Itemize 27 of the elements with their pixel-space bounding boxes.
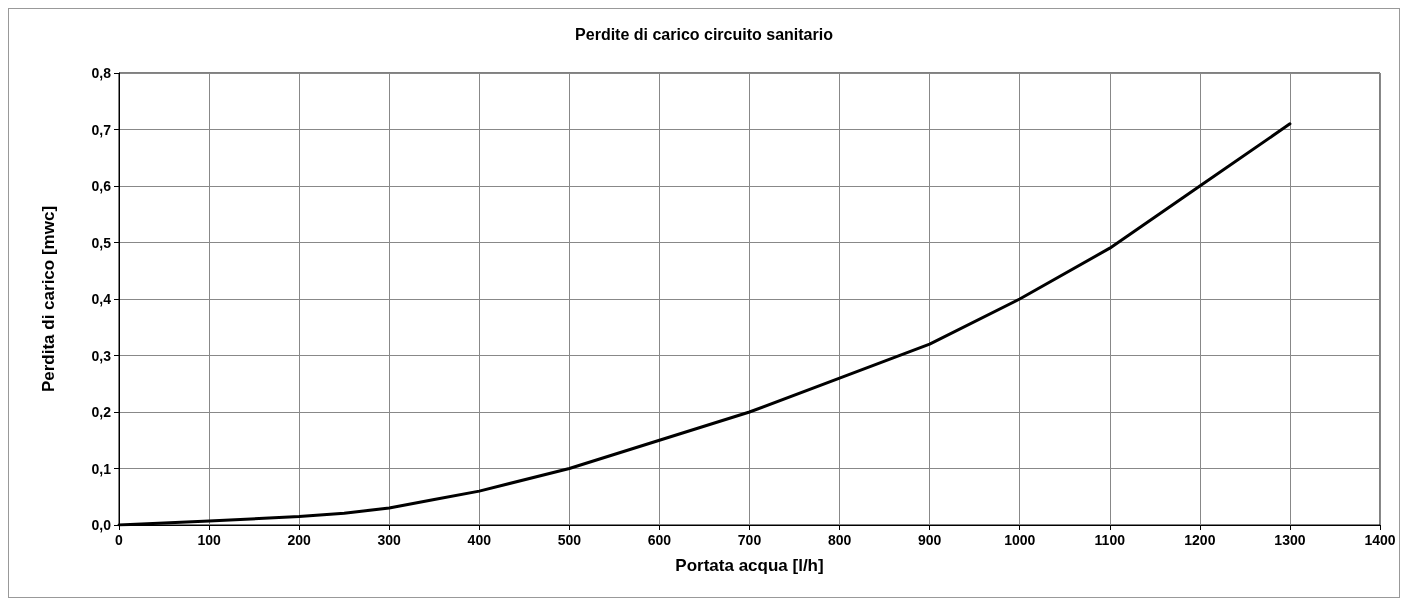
y-axis-title: Perdita di carico [mwc] bbox=[39, 205, 58, 393]
x-tick-label: 200 bbox=[287, 532, 312, 548]
x-tick-label: 1000 bbox=[1004, 532, 1036, 548]
y-tick-label: 0,3 bbox=[91, 347, 112, 364]
x-tick-label: 100 bbox=[197, 532, 221, 548]
y-tick-label: 0,4 bbox=[91, 291, 112, 307]
x-axis-title: Portata acqua [l/h] bbox=[675, 556, 824, 575]
x-tick-label: 500 bbox=[557, 532, 582, 548]
y-tick-label: 0,1 bbox=[91, 460, 112, 477]
x-tick-label: 700 bbox=[737, 532, 762, 548]
y-tick-label: 0,2 bbox=[91, 404, 112, 420]
x-tick-label: 300 bbox=[377, 532, 402, 548]
y-tick-label: 0,6 bbox=[91, 178, 112, 194]
x-tick-label: 1300 bbox=[1274, 532, 1306, 548]
y-tick-label: 0,5 bbox=[91, 234, 112, 251]
x-tick-label: 1100 bbox=[1094, 532, 1126, 548]
y-tick-label: 0,8 bbox=[91, 65, 112, 81]
y-tick-label: 0,0 bbox=[91, 517, 112, 533]
chart-title: Perdite di carico circuito sanitario bbox=[575, 25, 834, 43]
y-tick-label: 0,7 bbox=[91, 121, 112, 138]
x-tick-label: 400 bbox=[467, 532, 492, 548]
x-tick-label: 0 bbox=[115, 532, 124, 548]
x-tick-label: 800 bbox=[827, 532, 852, 548]
x-tick-label: 1400 bbox=[1364, 532, 1396, 548]
x-tick-label: 900 bbox=[917, 532, 942, 548]
x-tick-label: 600 bbox=[647, 532, 672, 548]
x-tick-label: 1200 bbox=[1184, 532, 1216, 548]
